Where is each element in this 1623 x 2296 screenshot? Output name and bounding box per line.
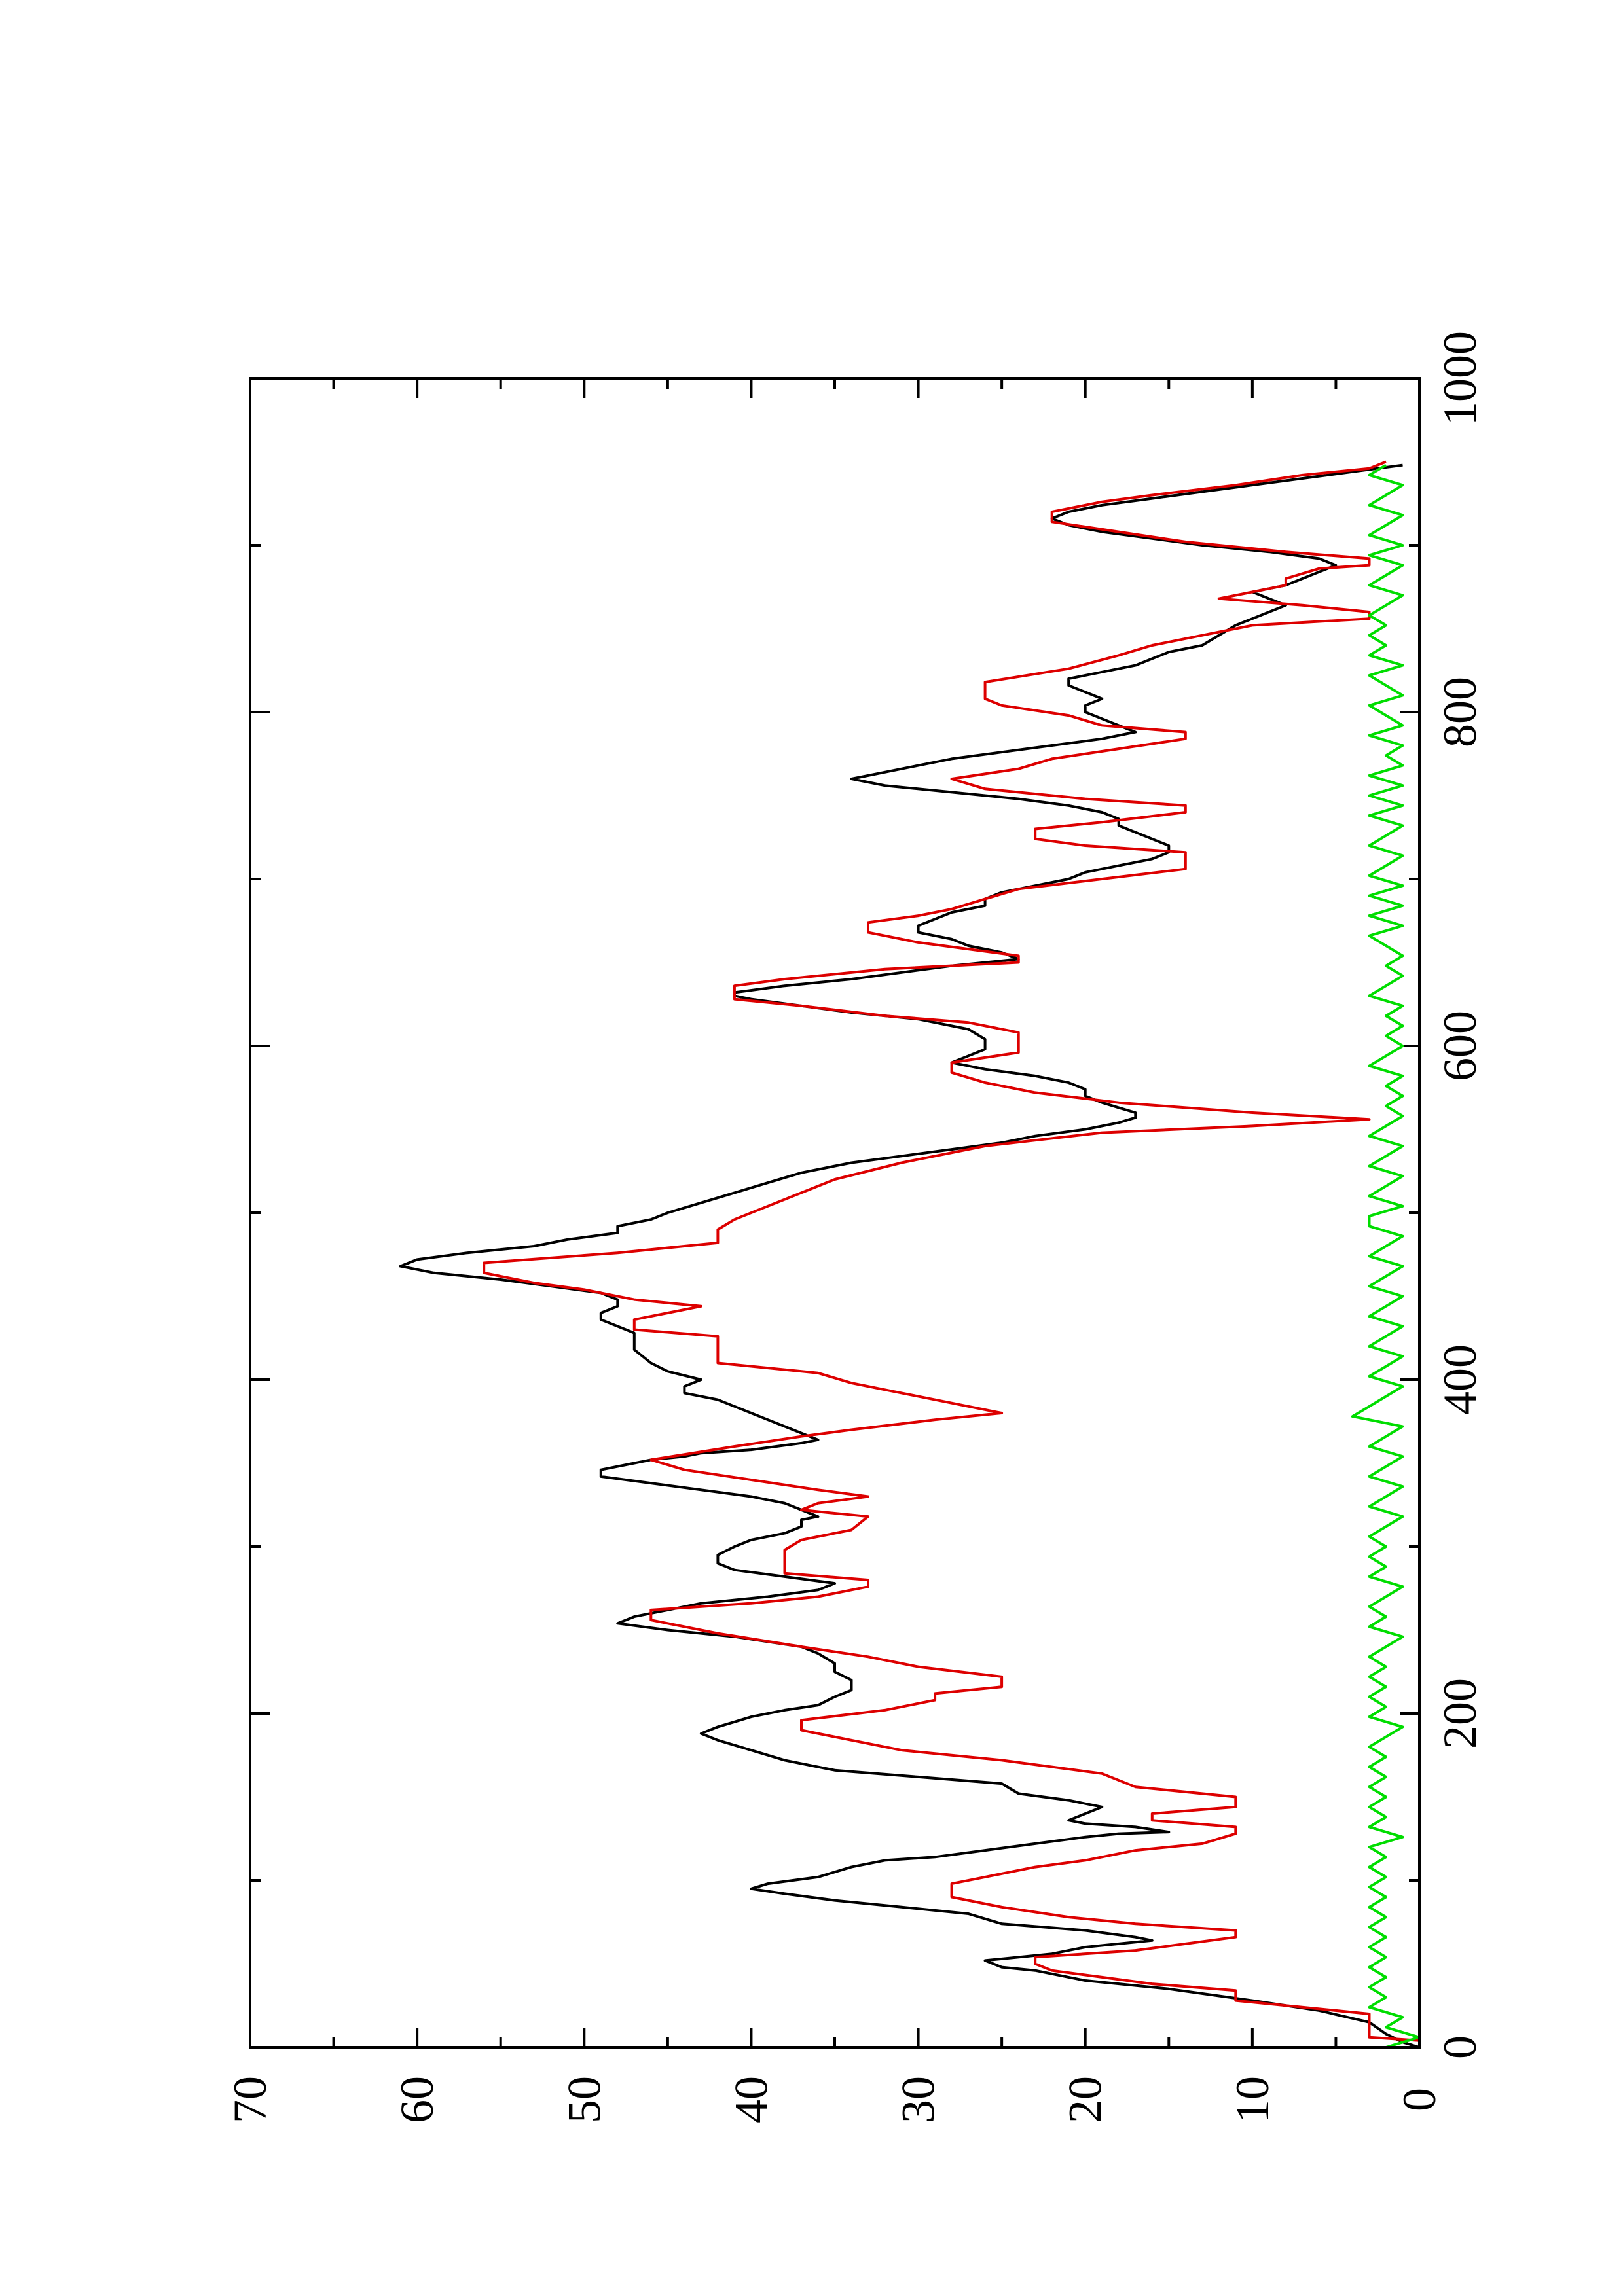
x-tick-label: 200 (1434, 1678, 1486, 1749)
y-tick-label: 30 (892, 2076, 945, 2123)
series-line-3 (1351, 463, 1421, 2049)
y-tick-label: 50 (558, 2076, 610, 2123)
tick-labels: 0 200 400 600 800 1000 0 10 20 30 40 50 60 70 (224, 331, 1486, 2123)
y-tick-label: 20 (1059, 2076, 1112, 2123)
x-tick-label: 800 (1434, 677, 1486, 747)
y-tick-label: 60 (391, 2076, 443, 2123)
x-tick-label: 1000 (1434, 331, 1486, 425)
y-tick-label: 40 (725, 2076, 777, 2123)
x-tick-label: 400 (1434, 1344, 1486, 1415)
series-lines (399, 460, 1421, 2049)
series-line-2 (483, 460, 1421, 2047)
x-tick-label: 600 (1434, 1011, 1486, 1081)
plot-frame (249, 377, 1421, 2049)
series-line-1 (399, 463, 1420, 2049)
x-tick-label: 0 (1434, 2036, 1486, 2059)
y-tick-label: 70 (224, 2076, 276, 2123)
y-tick-label: 0 (1393, 2088, 1446, 2111)
y-tick-label: 10 (1226, 2076, 1279, 2123)
